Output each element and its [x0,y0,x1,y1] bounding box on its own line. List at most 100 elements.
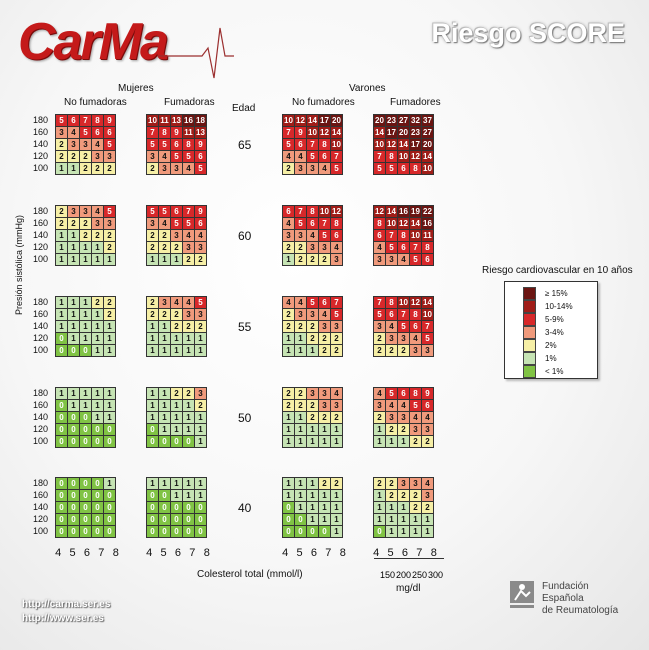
risk-cell: 3 [68,139,79,150]
risk-cell: 7 [283,127,294,138]
risk-cell: 1 [422,526,433,537]
risk-grid: 12 14 16 19 22 8 10 12 14 16 6 7 8 10 11 4 5 6 7 8 3 3 4 5 6 [373,205,434,266]
risk-cell: 2 [195,400,206,411]
risk-cell: 2 [331,333,342,344]
risk-cell: 20 [398,127,409,138]
risk-cell: 1 [195,412,206,423]
risk-cell: 4 [171,297,182,308]
risk-cell: 14 [307,115,318,126]
risk-cell: 12 [331,206,342,217]
risk-cell: 8 [410,388,421,399]
header-age: Edad [232,103,256,114]
risk-cell: 2 [147,309,158,320]
cholesterol-tick: 4 [373,547,380,559]
risk-cell: 1 [147,388,158,399]
risk-cell: 5 [283,139,294,150]
risk-cell: 20 [422,139,433,150]
risk-cell: 19 [410,206,421,217]
mgdl-tick: 200 [396,570,412,580]
risk-cell: 3 [398,412,409,423]
risk-cell: 0 [56,490,67,501]
risk-cell: 2 [410,490,421,501]
risk-cell: 1 [80,254,91,265]
risk-cell: 6 [374,230,385,241]
legend-label: ≥ 15% [545,288,568,298]
ecg-line-icon [158,27,234,79]
risk-cell: 1 [295,502,306,513]
risk-cell: 4 [331,388,342,399]
risk-cell: 2 [295,254,306,265]
cholesterol-tick: 6 [174,547,182,559]
risk-cell: 1 [104,388,115,399]
risk-cell: 4 [386,321,397,332]
risk-cell: 23 [386,115,397,126]
risk-cell: 4 [410,412,421,423]
risk-cell: 4 [283,151,294,162]
header-nonsmokers-men: No fumadores [292,97,355,108]
risk-cell: 2 [331,478,342,489]
risk-cell: 14 [410,218,421,229]
risk-cell: 2 [283,388,294,399]
risk-cell: 5 [374,309,385,320]
risk-cell: 10 [386,218,397,229]
risk-cell: 3 [410,478,421,489]
risk-grid: 10 11 13 16 18 7 8 9 11 13 5 5 6 8 9 3 4 5 5 6 2 3 3 4 5 [146,114,207,175]
risk-cell: 12 [410,297,421,308]
risk-cell: 2 [171,309,182,320]
risk-cell: 6 [195,218,206,229]
risk-cell: 1 [422,514,433,525]
risk-cell: 1 [195,345,206,356]
risk-cell: 0 [104,424,115,435]
risk-cell: 5 [104,139,115,150]
risk-cell: 9 [171,127,182,138]
risk-cell: 8 [398,230,409,241]
risk-cell: 1 [331,424,342,435]
risk-cell: 1 [104,478,115,489]
risk-cell: 0 [147,514,158,525]
url-carma[interactable]: http://carma.ser.es [22,599,111,610]
risk-cell: 12 [410,151,421,162]
risk-cell: 4 [422,478,433,489]
risk-cell: 2 [159,230,170,241]
risk-cell: 2 [295,388,306,399]
risk-cell: 1 [195,436,206,447]
risk-cell: 2 [319,345,330,356]
risk-cell: 1 [319,424,330,435]
legend-swatch [523,325,536,339]
risk-cell: 1 [295,424,306,435]
risk-cell: 1 [295,345,306,356]
risk-cell: 9 [295,127,306,138]
risk-grid: 20 23 27 32 37 14 17 20 23 27 10 12 14 17 20 7 8 10 12 14 5 5… [373,114,434,175]
risk-cell: 1 [283,345,294,356]
legend-swatch [523,286,536,300]
mgdl-tick: 150 [380,570,396,580]
risk-cell: 4 [386,400,397,411]
risk-cell: 3 [331,321,342,332]
url-ser[interactable]: http://www.ser.es [22,613,104,624]
risk-cell: 2 [283,242,294,253]
risk-cell: 4 [374,242,385,253]
risk-cell: 2 [56,206,67,217]
risk-cell: 1 [374,424,385,435]
risk-cell: 1 [68,321,79,332]
risk-cell: 5 [80,127,91,138]
risk-cell: 2 [386,478,397,489]
bp-label: 160 [32,309,48,319]
risk-grid: 6 7 8 10 12 4 5 6 7 8 3 3 4 5 6 2 2 3 3 4 1 2 2 2 3 [282,205,343,266]
risk-cell: 5 [386,163,397,174]
risk-cell: 3 [386,254,397,265]
risk-cell: 1 [104,333,115,344]
risk-cell: 2 [104,297,115,308]
risk-cell: 1 [159,345,170,356]
legend-label: 3-4% [545,327,564,337]
risk-cell: 1 [159,388,170,399]
risk-cell: 7 [331,297,342,308]
mgdl-axis-line [374,558,444,559]
risk-cell: 1 [307,502,318,513]
risk-cell: 6 [283,206,294,217]
bp-labels: 180 160 140 120 100 [26,205,48,265]
risk-cell: 3 [159,297,170,308]
risk-cell: 0 [147,436,158,447]
legend-item: 5-9% [523,312,564,326]
